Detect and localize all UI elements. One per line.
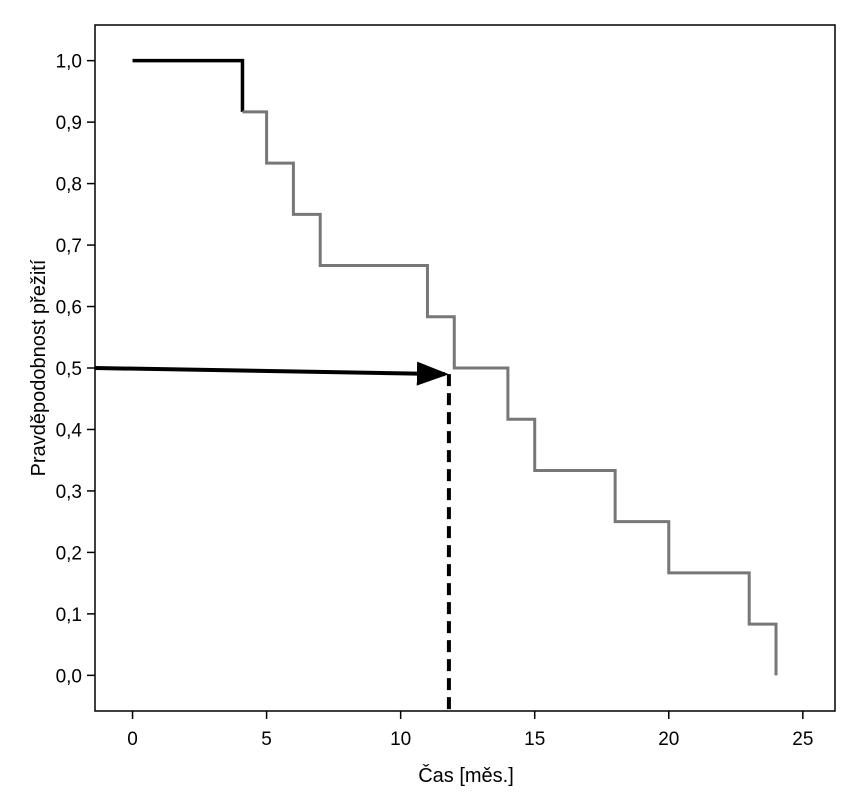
y-tick-label: 0,8 xyxy=(56,175,82,196)
y-tick-label: 0,3 xyxy=(56,482,82,503)
y-tick-label: 0,1 xyxy=(56,605,82,626)
y-tick-label: 0,0 xyxy=(56,666,82,687)
series-layer xyxy=(132,58,778,676)
x-axis-title: Čas [měs.] xyxy=(418,764,514,787)
x-axis-ticks: 0 5 10 15 20 25 xyxy=(127,711,813,750)
y-tick-label: 0,6 xyxy=(56,298,82,319)
x-tick-label: 15 xyxy=(524,729,545,750)
x-tick-label: 10 xyxy=(390,729,411,750)
survival-step-line xyxy=(242,110,778,676)
survival-step-initial xyxy=(132,58,245,112)
y-tick-label: 0,2 xyxy=(56,543,82,564)
annotation-layer xyxy=(94,361,451,711)
y-axis-ticks: 0,0 0,1 0,2 0,3 0,4 0,5 0,6 0,7 0,8 0,9 1,0 xyxy=(56,52,95,687)
y-tick-label: 0,5 xyxy=(56,359,82,380)
median-arrow xyxy=(94,361,449,386)
x-tick-label: 25 xyxy=(792,729,813,750)
y-tick-label: 0,9 xyxy=(56,113,82,134)
x-tick-label: 0 xyxy=(127,729,138,750)
x-tick-label: 20 xyxy=(658,729,679,750)
x-tick-label: 5 xyxy=(261,729,272,750)
y-axis-title: Pravděpodobnost přežití xyxy=(28,259,50,476)
y-tick-label: 1,0 xyxy=(56,52,82,73)
y-tick-label: 0,4 xyxy=(56,420,83,441)
y-tick-label: 0,7 xyxy=(56,236,82,257)
